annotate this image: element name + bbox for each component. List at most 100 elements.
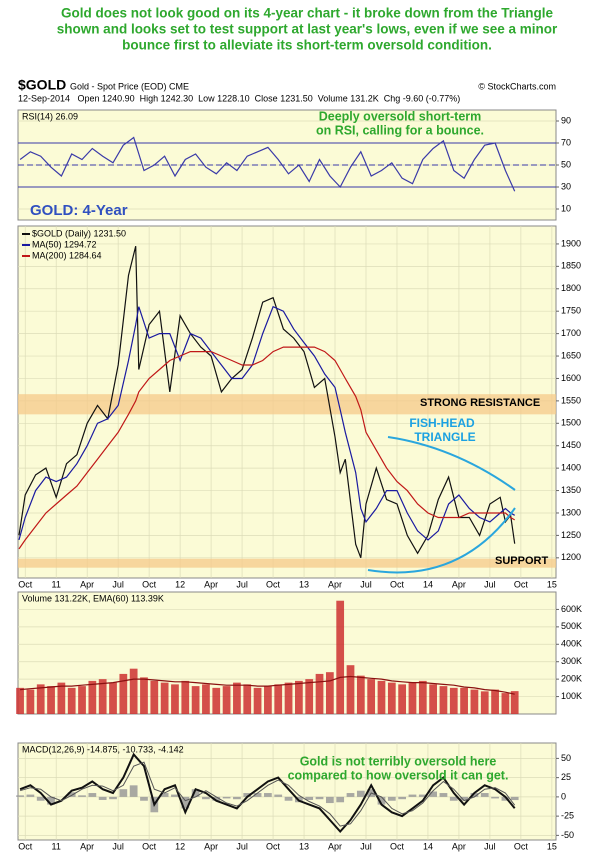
y-tick-label: 1750 — [561, 306, 581, 316]
bar — [480, 793, 489, 797]
y-tick-label: 1250 — [561, 530, 581, 540]
y-tick-label: 30 — [561, 181, 571, 191]
bar — [470, 689, 479, 714]
y-tick-label: 1450 — [561, 440, 581, 450]
bar — [460, 796, 468, 801]
bar — [26, 794, 35, 797]
series-line — [18, 346, 516, 550]
bar — [305, 796, 314, 800]
bar — [356, 790, 365, 797]
bar — [491, 689, 499, 714]
y-tick-label: 100K — [561, 691, 582, 701]
chart-label: GOLD: 4-Year — [30, 202, 128, 219]
y-tick-label: -25 — [561, 811, 574, 821]
y-tick-label: 1550 — [561, 395, 581, 405]
y-tick-label: 200K — [561, 674, 582, 684]
x-tick-label: 15 — [547, 579, 557, 589]
y-tick-label: 1400 — [561, 463, 581, 473]
bar — [243, 684, 252, 714]
y-tick-label: 500K — [561, 621, 582, 631]
legend-label: MA(200) 1284.64 — [32, 250, 102, 260]
bar — [274, 794, 283, 797]
bar — [212, 796, 221, 801]
bar — [191, 789, 200, 797]
bar — [109, 796, 117, 800]
bar — [377, 680, 386, 714]
bar — [222, 796, 231, 799]
bar — [387, 796, 396, 801]
x-tick-label: Jul — [112, 579, 124, 589]
x-tick-label: 14 — [423, 841, 433, 851]
bar — [305, 679, 314, 714]
series-line — [19, 752, 516, 833]
series-line — [19, 136, 516, 192]
bar — [191, 686, 200, 714]
panel-title: Volume 131.22K, EMA(60) 113.39K — [22, 593, 164, 603]
headline: Gold does not look good on its 4-year ch… — [61, 6, 554, 21]
bar — [202, 684, 210, 714]
bar — [119, 673, 128, 714]
rsi-note: Deeply oversold short-term — [319, 109, 482, 123]
bar — [295, 680, 303, 714]
y-tick-label: 300K — [561, 656, 582, 666]
bar — [160, 793, 169, 797]
x-tick-label: Oct — [390, 579, 405, 589]
x-tick-label: Oct — [18, 579, 33, 589]
x-tick-label: Jul — [360, 841, 372, 851]
bar — [510, 691, 519, 714]
bar — [57, 682, 66, 714]
panel-title: MACD(12,26,9) -14.875, -10.733, -4.142 — [22, 744, 184, 754]
bar — [377, 796, 386, 805]
bar — [47, 796, 55, 805]
y-tick-label: 1800 — [561, 283, 581, 293]
series-line — [20, 675, 515, 695]
bar — [67, 687, 76, 714]
bar — [16, 795, 24, 797]
x-tick-label: 11 — [52, 579, 61, 589]
triangle-label: FISH-HEAD — [409, 416, 475, 430]
x-tick-label: Oct — [514, 841, 529, 851]
bar — [67, 792, 76, 797]
bar — [491, 796, 499, 799]
x-tick-label: Jul — [484, 579, 496, 589]
headline: shown and looks set to test support at l… — [57, 22, 558, 37]
bar — [140, 677, 148, 714]
symbol: $GOLD — [18, 77, 66, 93]
bar — [171, 684, 179, 714]
bar — [510, 796, 519, 801]
bar — [98, 796, 107, 800]
bar — [460, 687, 468, 714]
series-line — [19, 761, 516, 827]
bar — [315, 673, 324, 714]
bar — [88, 793, 97, 797]
bar — [284, 796, 293, 801]
y-tick-label: -50 — [561, 830, 574, 840]
x-tick-label: 14 — [423, 579, 433, 589]
bar — [429, 791, 437, 797]
y-tick-label: 50 — [561, 753, 571, 763]
bar — [346, 665, 355, 714]
y-tick-label: 0 — [561, 791, 566, 801]
x-tick-label: Oct — [142, 579, 157, 589]
y-tick-label: 90 — [561, 115, 571, 125]
bar — [36, 796, 45, 801]
bar — [171, 794, 179, 797]
bar — [356, 675, 365, 714]
bar — [212, 687, 221, 714]
legend-label: $GOLD (Daily) 1231.50 — [32, 228, 126, 238]
bar — [325, 796, 334, 804]
x-tick-label: Apr — [204, 841, 218, 851]
y-tick-label: 70 — [561, 137, 571, 147]
x-tick-label: Oct — [266, 579, 281, 589]
bar — [398, 796, 407, 800]
bar — [336, 600, 345, 714]
x-tick-label: 13 — [299, 579, 309, 589]
bar — [418, 794, 427, 797]
x-tick-label: Oct — [514, 579, 529, 589]
x-tick-label: Apr — [80, 579, 94, 589]
bar — [449, 796, 458, 801]
y-tick-label: 25 — [561, 772, 571, 782]
y-tick-label: 1350 — [561, 485, 581, 495]
bar — [26, 689, 35, 714]
